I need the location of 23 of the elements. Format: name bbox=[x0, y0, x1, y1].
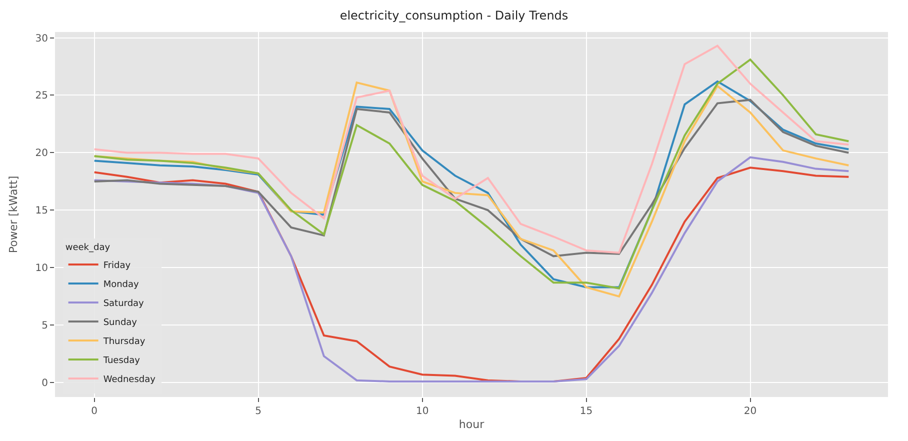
x-tick-label: 0 bbox=[91, 406, 98, 417]
legend-label: Sunday bbox=[103, 318, 138, 328]
y-tick-label: 10 bbox=[35, 263, 48, 274]
legend-label: Thursday bbox=[102, 337, 146, 348]
legend-label: Friday bbox=[103, 261, 132, 272]
legend-label: Saturday bbox=[103, 299, 145, 310]
legend-label: Wednesday bbox=[103, 375, 156, 386]
legend-label: Monday bbox=[103, 280, 140, 290]
y-tick-label: 25 bbox=[35, 90, 48, 102]
y-axis-title: Power [kWatt] bbox=[6, 176, 20, 254]
x-tick-label: 15 bbox=[580, 406, 593, 417]
y-tick-label: 5 bbox=[42, 320, 48, 332]
y-tick-label: 20 bbox=[35, 148, 48, 160]
x-tick-label: 5 bbox=[255, 406, 262, 417]
y-tick-label: 30 bbox=[35, 33, 48, 44]
chart-title: electricity_consumption - Daily Trends bbox=[340, 8, 568, 22]
x-tick-label: 10 bbox=[416, 406, 429, 417]
x-tick-label: 20 bbox=[744, 406, 757, 417]
x-axis-title: hour bbox=[458, 418, 485, 432]
legend-title: week_day bbox=[65, 243, 111, 254]
y-tick-label: 0 bbox=[42, 378, 48, 390]
y-tick-label: 15 bbox=[35, 206, 48, 217]
legend-label: Tuesday bbox=[102, 356, 141, 366]
